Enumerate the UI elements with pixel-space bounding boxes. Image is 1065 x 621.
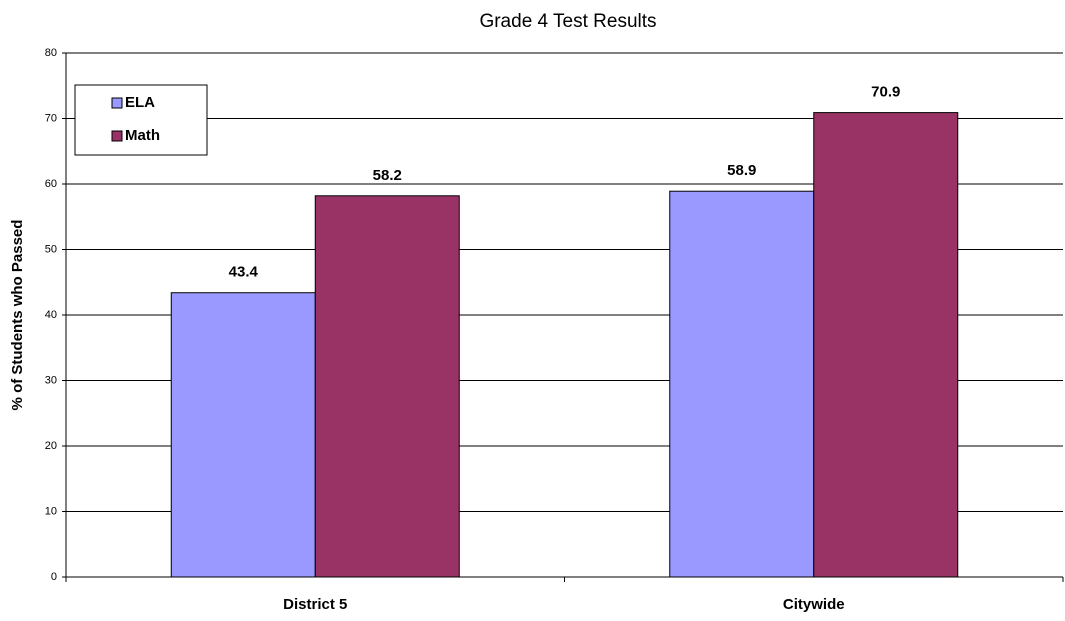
y-tick-label: 40 [45, 309, 57, 321]
legend-label: Math [125, 127, 160, 144]
y-axis-label: % of Students who Passed [9, 220, 26, 411]
y-tick-label: 60 [45, 178, 57, 190]
y-tick-label: 70 [45, 112, 57, 124]
legend-box [74, 84, 208, 156]
legend-label: ELA [125, 94, 155, 111]
value-label: 58.2 [373, 167, 402, 184]
y-tick-label: 20 [45, 440, 57, 452]
legend-swatch [111, 97, 123, 109]
value-label: 70.9 [871, 84, 900, 101]
x-tick-label: District 5 [283, 596, 347, 613]
y-tick-label: 10 [45, 505, 57, 517]
value-label: 43.4 [229, 264, 259, 281]
bar [813, 112, 959, 578]
legend-swatch [111, 130, 123, 142]
x-tick-label: Citywide [783, 596, 845, 613]
bar [170, 292, 316, 578]
bar [314, 195, 460, 578]
y-tick-label: 50 [45, 243, 57, 255]
chart-title: Grade 4 Test Results [479, 11, 656, 32]
y-tick-label: 0 [51, 571, 57, 583]
value-label: 58.9 [727, 162, 756, 179]
bar [669, 190, 815, 578]
y-tick-label: 30 [45, 374, 57, 386]
y-tick-label: 80 [45, 47, 57, 59]
